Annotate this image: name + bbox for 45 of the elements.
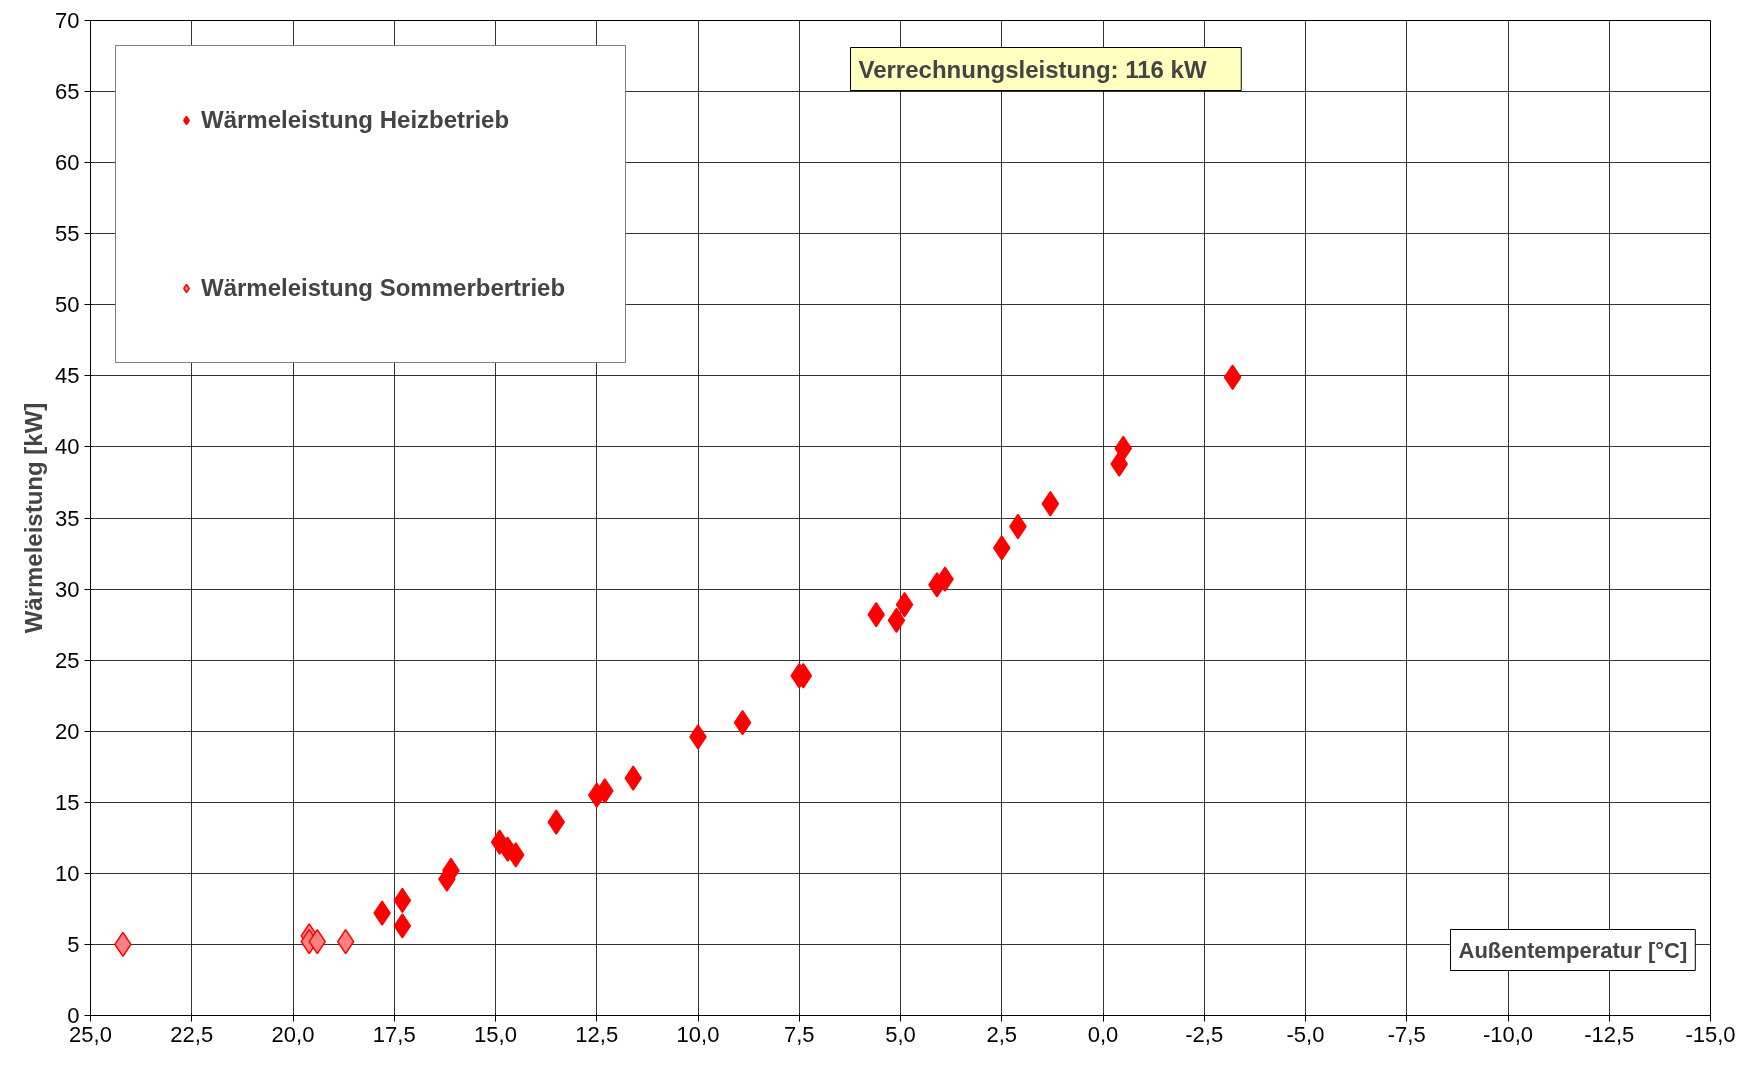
- y-tick-label: 70: [55, 8, 80, 33]
- y-tick-label: 5: [67, 931, 80, 957]
- y-axis-title: Wärmeleistung [kW]: [20, 402, 48, 634]
- x-tick-label: 20,0: [271, 1021, 315, 1047]
- x-tick-label: 7,5: [783, 1021, 815, 1047]
- x-tick-label: 5,0: [885, 1021, 916, 1047]
- x-tick-label: 17,5: [372, 1021, 416, 1047]
- x-tick-label: 15,0: [474, 1021, 517, 1047]
- x-tick-label: 12,5: [575, 1021, 619, 1047]
- y-tick-label: 60: [55, 150, 80, 176]
- x-tick-label: -7,5: [1387, 1021, 1426, 1047]
- y-tick-label: 25: [55, 647, 80, 673]
- point: [308, 928, 327, 955]
- x-tick-label: -5,0: [1286, 1021, 1325, 1047]
- y-tick-label: 45: [55, 363, 80, 389]
- x-tick-label: -12,5: [1584, 1021, 1635, 1047]
- point: [393, 913, 412, 939]
- y-tick-label: 55: [55, 221, 80, 247]
- y-tick-label: 35: [55, 505, 80, 531]
- y-tick-label: 50: [55, 292, 80, 318]
- x-tick-label: 2,5: [986, 1021, 1018, 1047]
- x-tick-label: 0,0: [1087, 1021, 1119, 1047]
- y-tick-label: 65: [55, 79, 80, 105]
- legend-label: Wärmeleistung Heizbetrieb: [201, 106, 510, 134]
- point: [733, 709, 752, 736]
- x-tick-label: 10,0: [676, 1021, 720, 1047]
- x-tick-label: -10,0: [1482, 1021, 1534, 1047]
- y-tick-label: 0: [67, 1003, 80, 1028]
- point: [393, 887, 412, 914]
- point: [1223, 364, 1242, 391]
- x-axis-title: Außentemperatur [°C]: [1458, 937, 1688, 963]
- point: [887, 607, 906, 634]
- y-tick-label: 10: [55, 860, 80, 886]
- y-tick-label: 15: [55, 789, 80, 815]
- annotation: Verrechnungsleistung: 116 kW: [858, 55, 1207, 83]
- legend-label: Wärmeleistung Sommerbertrieb: [201, 274, 566, 302]
- x-tick-label: 22,5: [170, 1021, 214, 1047]
- y-tick-label: 20: [55, 718, 80, 744]
- y-tick-label: 30: [55, 576, 80, 602]
- x-tick-label: -2,5: [1185, 1021, 1224, 1047]
- y-tick-label: 40: [55, 434, 80, 460]
- point: [1041, 491, 1060, 517]
- point: [336, 928, 355, 955]
- point: [895, 591, 914, 618]
- x-tick-label: -15,0: [1685, 1021, 1736, 1047]
